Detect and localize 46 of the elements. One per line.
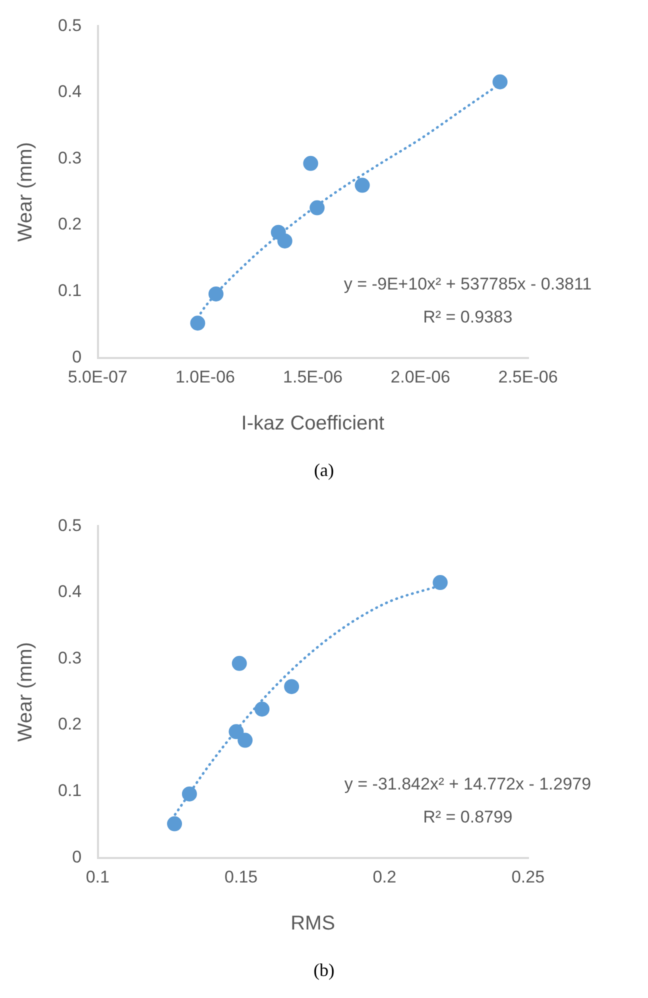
y-tick-label: 0.5	[58, 16, 82, 35]
annotation: y = -31.842x² + 14.772x - 1.2979	[344, 774, 592, 794]
annotation: R² = 0.8799	[423, 808, 512, 827]
y-tick-label: 0	[72, 847, 82, 866]
x-tick-label: 0.25	[511, 867, 545, 886]
point	[354, 178, 370, 193]
point	[492, 74, 508, 90]
point	[167, 816, 182, 832]
y-tick-label: 0.3	[58, 648, 82, 668]
y-tick-label: 0.4	[58, 82, 82, 102]
point	[277, 233, 292, 248]
x-tick-label: 2.5E-06	[498, 367, 558, 386]
point	[303, 156, 318, 171]
x-tick-label: 0.1	[86, 867, 110, 886]
point	[208, 286, 224, 302]
point	[254, 702, 270, 717]
y-axis-title: Wear (mm)	[14, 142, 37, 242]
annotation: y = -9E+10x² + 537785x - 0.3811	[344, 274, 592, 294]
point	[228, 724, 244, 740]
y-tick-label: 0.1	[58, 781, 82, 800]
point	[232, 656, 247, 671]
y-tick-label: 0.1	[58, 281, 82, 300]
x-tick-label: 1.5E-06	[283, 367, 343, 386]
annotation: R² = 0.9383	[423, 308, 512, 327]
point	[238, 732, 253, 748]
y-tick-label: 0	[72, 347, 82, 366]
point	[190, 316, 206, 331]
y-tick-label: 0.4	[58, 582, 82, 602]
y-tick-label: 0.3	[58, 148, 82, 168]
x-tick-label: 1.0E-06	[175, 367, 235, 386]
text: (a)	[313, 459, 335, 482]
point	[182, 786, 197, 802]
point	[310, 200, 325, 216]
point	[284, 679, 300, 694]
point	[432, 575, 448, 590]
x-axis-title: RMS	[290, 912, 336, 935]
x-axis-title: I-kaz Coefficient	[241, 412, 385, 435]
text: (b)	[312, 959, 336, 982]
y-axis-title: Wear (mm)	[14, 642, 37, 742]
x-tick-label: 5.0E-07	[68, 367, 128, 386]
x-tick-label: 0.15	[224, 867, 258, 886]
y-tick-label: 0.5	[58, 516, 82, 535]
x-tick-label: 0.2	[372, 867, 396, 886]
y-tick-label: 0.2	[58, 214, 82, 234]
y-tick-label: 0.2	[58, 714, 82, 734]
x-tick-label: 2.0E-06	[390, 367, 450, 386]
